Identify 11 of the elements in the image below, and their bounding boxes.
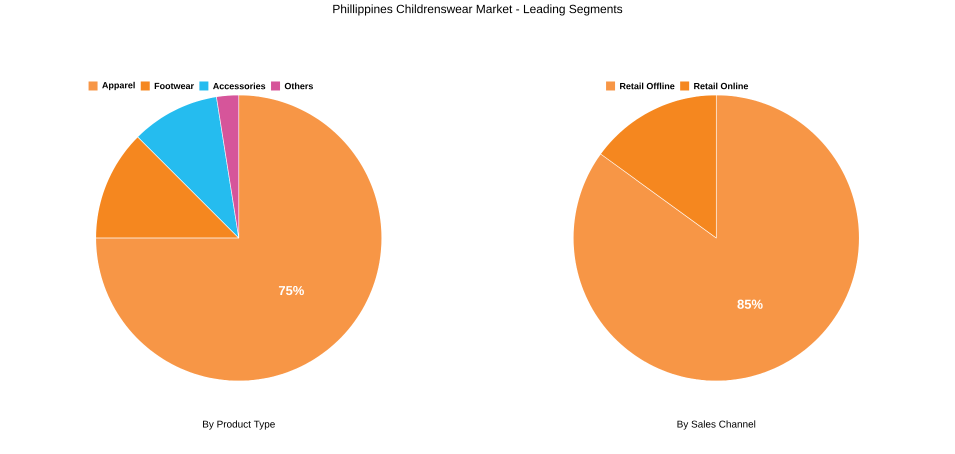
text: Phillippines Childrenswear Market - Leading Segments (333, 4, 622, 16)
data-label: 75% (278, 286, 304, 296)
text: By Product Type (203, 420, 275, 430)
legend-label: Others (284, 82, 313, 90)
text: By Sales Channel (677, 420, 756, 430)
legend-label: Retail Online (694, 82, 748, 90)
legend-label: Footwear (154, 82, 194, 90)
legend-label: Accessories (213, 82, 266, 90)
legend-label: Apparel (102, 82, 135, 90)
legend-label: Retail Offline (620, 82, 674, 90)
data-label: 85% (737, 300, 763, 309)
